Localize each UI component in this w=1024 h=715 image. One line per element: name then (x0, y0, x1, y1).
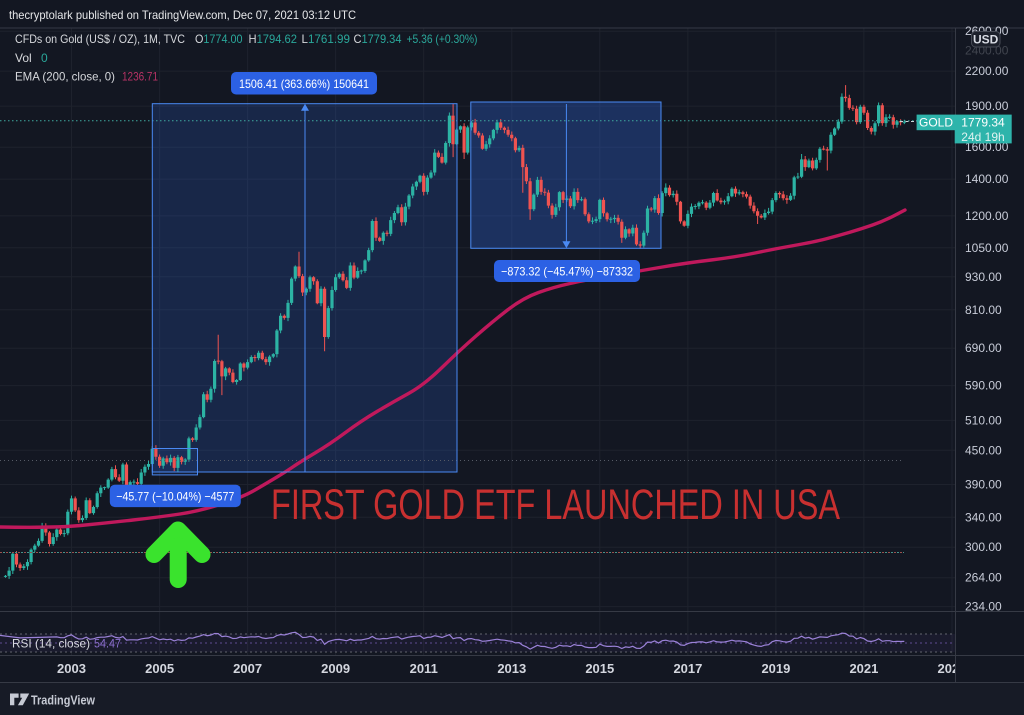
svg-text:FIRST GOLD ETF LAUNCHED IN USA: FIRST GOLD ETF LAUNCHED IN USA (271, 481, 840, 529)
svg-text:810.00: 810.00 (965, 303, 1002, 317)
svg-text:2015: 2015 (585, 661, 614, 676)
svg-text:1400.00: 1400.00 (965, 172, 1009, 186)
svg-text:0: 0 (41, 51, 48, 65)
svg-text:2005: 2005 (145, 661, 174, 676)
svg-text:690.00: 690.00 (965, 341, 1002, 355)
svg-text:450.00: 450.00 (965, 443, 1002, 457)
svg-text:+5.36 (+0.30%): +5.36 (+0.30%) (407, 32, 478, 46)
svg-text:1900.00: 1900.00 (965, 99, 1009, 113)
svg-text:O1774.00: O1774.00 (195, 32, 243, 46)
svg-text:2007: 2007 (233, 661, 262, 676)
svg-text:TradingView: TradingView (31, 694, 95, 708)
svg-text:1236.71: 1236.71 (122, 70, 158, 84)
svg-text:2019: 2019 (761, 661, 790, 676)
svg-text:−873.32 (−45.47%) −87332: −873.32 (−45.47%) −87332 (501, 265, 633, 279)
svg-text:590.00: 590.00 (965, 379, 1002, 393)
svg-text:CFDs on Gold (US$ / OZ), 1M, T: CFDs on Gold (US$ / OZ), 1M, TVC (15, 32, 185, 46)
svg-text:GOLD: GOLD (919, 116, 953, 130)
svg-text:C1779.34: C1779.34 (354, 32, 402, 46)
svg-text:2003: 2003 (57, 661, 86, 676)
svg-text:2013: 2013 (497, 661, 526, 676)
svg-text:2011: 2011 (410, 661, 438, 676)
svg-text:−45.77 (−10.04%) −4577: −45.77 (−10.04%) −4577 (116, 489, 234, 503)
svg-text:USD: USD (973, 33, 999, 47)
svg-text:1200.00: 1200.00 (965, 209, 1009, 223)
svg-text:24d 19h: 24d 19h (961, 130, 1004, 144)
svg-text:930.00: 930.00 (965, 270, 1002, 284)
svg-text:1506.41 (363.66%) 150641: 1506.41 (363.66%) 150641 (239, 77, 369, 91)
svg-text:390.00: 390.00 (965, 478, 1002, 492)
svg-text:54.47: 54.47 (94, 637, 121, 651)
svg-text:1050.00: 1050.00 (965, 241, 1009, 255)
svg-text:2023: 2023 (938, 661, 967, 676)
svg-text:1779.34: 1779.34 (961, 115, 1005, 129)
svg-text:2200.00: 2200.00 (965, 64, 1009, 78)
svg-text:300.00: 300.00 (965, 540, 1002, 554)
svg-text:1600.00: 1600.00 (965, 140, 1009, 154)
svg-text:H1794.62: H1794.62 (249, 32, 298, 46)
svg-text:2009: 2009 (321, 661, 350, 676)
svg-text:2021: 2021 (849, 661, 878, 676)
svg-text:510.00: 510.00 (965, 413, 1002, 427)
svg-text:RSI (14, close): RSI (14, close) (12, 637, 90, 651)
svg-text:2017: 2017 (673, 661, 702, 676)
svg-text:thecryptolark published on Tra: thecryptolark published on TradingView.c… (9, 8, 356, 22)
svg-text:234.00: 234.00 (965, 600, 1002, 614)
svg-text:340.00: 340.00 (965, 510, 1002, 524)
svg-text:264.00: 264.00 (965, 571, 1002, 585)
svg-text:L1761.99: L1761.99 (302, 32, 351, 46)
svg-text:EMA (200, close, 0): EMA (200, close, 0) (15, 70, 115, 84)
svg-text:Vol: Vol (15, 51, 32, 65)
